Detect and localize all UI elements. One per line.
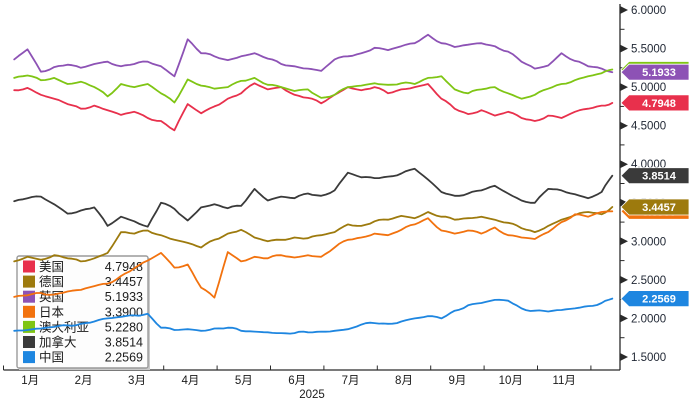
- legend-value-germany: 3.4457: [105, 275, 143, 289]
- legend-label-china: 中国: [39, 350, 64, 365]
- legend-item-us[interactable]: 美国 4.7948: [23, 260, 143, 274]
- series-line-us: [13, 82, 614, 132]
- value-badge-canada: 3.8514: [620, 167, 690, 185]
- legend-value-uk: 5.1933: [105, 290, 143, 304]
- series-lines: [13, 33, 614, 335]
- legend-value-us: 4.7948: [105, 260, 143, 274]
- x-month-label: 5月: [235, 375, 253, 387]
- value-badge-text-germany: 3.4457: [642, 202, 676, 214]
- legend-value-china: 2.2569: [105, 351, 143, 365]
- x-month-label: 2月: [75, 375, 93, 387]
- legend-label-uk: 英国: [39, 290, 64, 304]
- legend-swatch-uk: [23, 290, 35, 303]
- series-line-germany: [13, 206, 614, 263]
- legend-swatch-japan: [23, 305, 35, 318]
- legend-label-australia: 澳大利亚: [39, 320, 89, 334]
- value-badge-text-china: 2.2569: [642, 294, 676, 306]
- legend-swatch-china: [23, 351, 35, 364]
- value-badge-us: 4.7948: [620, 94, 690, 112]
- value-badge-text-uk: 5.1933: [642, 67, 676, 79]
- x-month-label: 7月: [342, 375, 360, 387]
- y-major-tick: [620, 314, 628, 323]
- y-tick-label: 5.5000: [631, 44, 666, 56]
- value-badge-text-canada: 3.8514: [642, 171, 677, 183]
- x-month-label: 3月: [128, 375, 146, 387]
- legend-item-canada[interactable]: 加拿大 3.8514: [23, 335, 143, 350]
- series-line-japan: [13, 210, 614, 299]
- y-major-tick: [620, 198, 628, 207]
- value-badge-china: 2.2569: [620, 290, 690, 307]
- legend-item-china[interactable]: 中国 2.2569: [23, 350, 143, 365]
- legend-item-germany[interactable]: 德国 3.4457: [23, 274, 143, 289]
- x-month-label: 10月: [499, 375, 523, 387]
- legend-label-germany: 德国: [39, 274, 64, 289]
- legend-item-australia[interactable]: 澳大利亚 5.2280: [23, 320, 143, 334]
- y-tick-label: 4.5000: [631, 121, 666, 133]
- legend-swatch-germany: [23, 275, 35, 288]
- legend-value-canada: 3.8514: [105, 336, 143, 350]
- y-tick-label: 3.0000: [631, 236, 666, 248]
- y-major-tick: [620, 121, 628, 130]
- y-major-tick: [620, 237, 628, 246]
- value-badge-shape-china: [620, 290, 690, 307]
- y-tick-label: 6.0000: [631, 5, 666, 17]
- y-major-tick: [620, 275, 628, 284]
- x-month-label: 9月: [448, 375, 466, 387]
- legend-value-australia: 5.2280: [105, 320, 143, 334]
- legend-label-us: 美国: [39, 260, 64, 274]
- x-month-label: 4月: [181, 375, 199, 387]
- value-badge-text-us: 4.7948: [642, 98, 676, 110]
- legend-item-japan[interactable]: 日本 3.3900: [23, 305, 143, 319]
- series-line-australia: [13, 68, 614, 104]
- legend-box: [16, 255, 149, 369]
- value-badge-uk: 5.1933: [620, 63, 690, 81]
- y-major-tick: [620, 44, 628, 53]
- legend-swatch-us: [23, 260, 35, 273]
- y-tick-label: 5.0000: [631, 82, 666, 94]
- x-month-label: 1月: [21, 375, 39, 387]
- legend-label-japan: 日本: [39, 305, 65, 319]
- x-month-label: 6月: [288, 375, 306, 387]
- value-badge-germany: 3.4457: [620, 198, 690, 216]
- value-badge-shape-germany: [620, 198, 690, 216]
- series-line-uk: [13, 33, 614, 78]
- y-major-tick: [620, 353, 628, 361]
- value-badge-shape-canada: [620, 167, 690, 185]
- y-tick-label: 2.5000: [631, 275, 666, 287]
- y-major-tick: [620, 6, 628, 14]
- y-tick-label: 1.5000: [631, 352, 666, 364]
- y-major-tick: [620, 83, 628, 92]
- value-badge-shape-uk: [620, 63, 690, 81]
- x-axis-year-label: 2025: [299, 389, 325, 401]
- x-month-label: 8月: [395, 375, 413, 387]
- y-tick-label: 2.0000: [631, 313, 666, 325]
- legend-swatch-canada: [23, 336, 35, 348]
- x-month-label: 11月: [552, 375, 575, 387]
- y-major-tick: [620, 160, 628, 169]
- legend-label-canada: 加拿大: [39, 335, 77, 350]
- series-line-canada: [13, 167, 614, 228]
- series-line-china: [13, 297, 614, 335]
- value-badges: 5.22805.19333.39003.44574.79483.85142.25…: [620, 61, 690, 307]
- value-badge-shape-us: [620, 94, 690, 112]
